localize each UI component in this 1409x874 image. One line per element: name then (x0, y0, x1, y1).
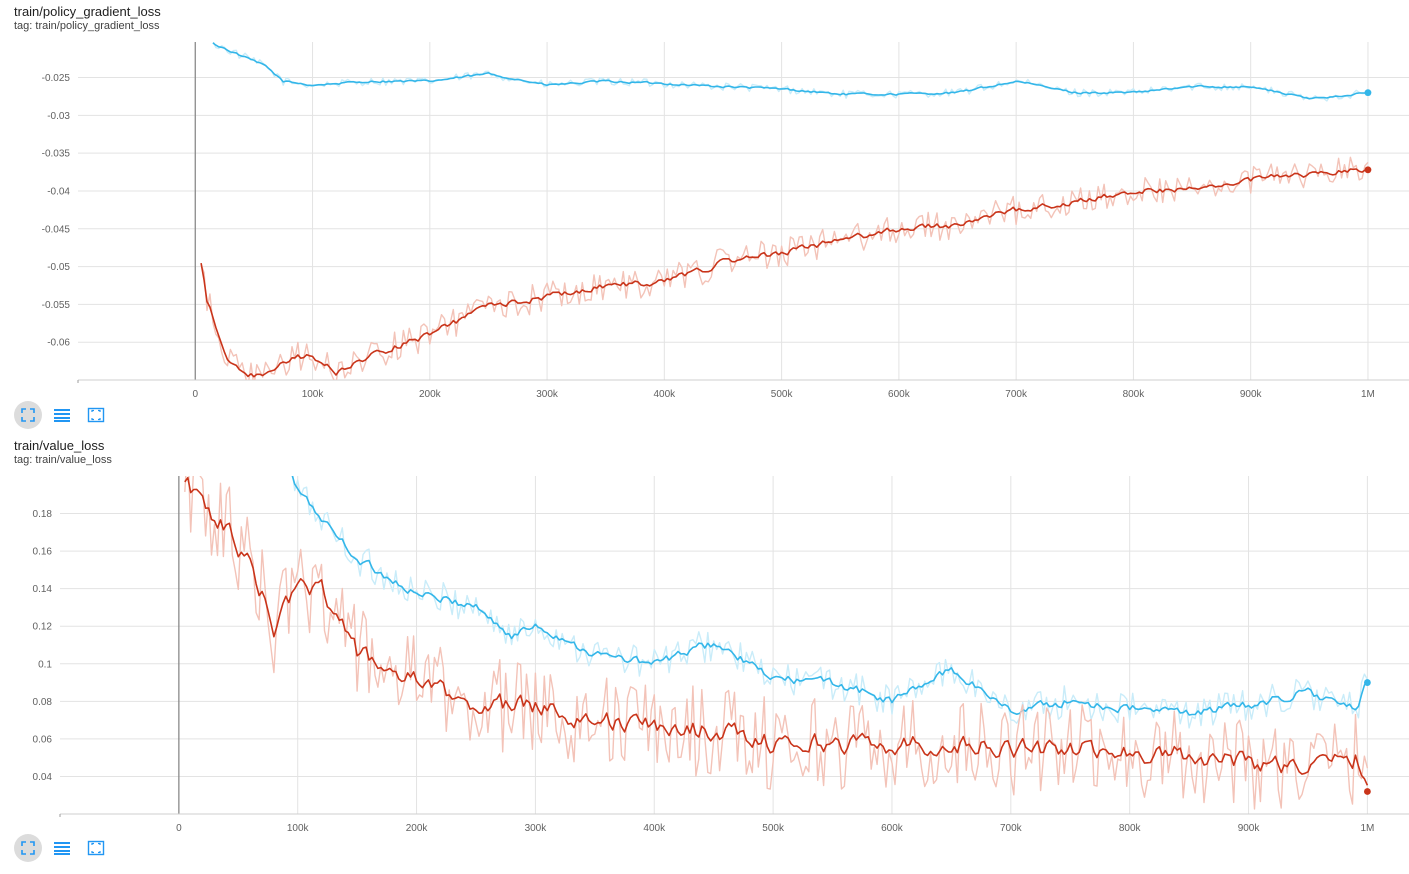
series-endpoint-blue[interactable] (1364, 679, 1371, 686)
toggle-selection-button[interactable] (82, 834, 110, 862)
series-group (184, 476, 1369, 810)
series-endpoint-red[interactable] (1364, 788, 1371, 795)
x-tick-label: 600k (888, 389, 911, 400)
y-tick-label: -0.05 (47, 262, 70, 273)
x-tick-label: 300k (525, 823, 548, 834)
chart-tag: tag: train/policy_gradient_loss (14, 20, 160, 32)
toggle-selection-icon (87, 840, 105, 856)
y-tick-label: -0.03 (47, 111, 70, 122)
x-tick-label: 1M (1361, 389, 1375, 400)
chart-card-policy-gradient-loss: train/policy_gradient_loss tag: train/po… (0, 0, 1409, 436)
y-tick-label: -0.025 (42, 73, 71, 84)
x-tick-label: 500k (771, 389, 794, 400)
series-line-blue (291, 476, 1369, 716)
series-line-red (184, 476, 1369, 786)
x-tick-label: 0 (176, 823, 182, 834)
fit-domain-button[interactable] (14, 834, 42, 862)
y-tick-label: -0.045 (42, 224, 71, 235)
chart-tag: tag: train/value_loss (14, 454, 112, 466)
y-tick-label: 0.16 (33, 547, 53, 558)
x-tick-label: 700k (1005, 389, 1028, 400)
y-tick-label: -0.055 (42, 300, 71, 311)
x-tick-label: 100k (302, 389, 325, 400)
series-line-raw-blue (212, 42, 1369, 102)
y-tick-label: 0.14 (33, 584, 53, 595)
y-tick-label: 0.04 (33, 772, 53, 783)
fit-domain-button[interactable] (14, 401, 42, 429)
x-tick-label: 0 (192, 389, 198, 400)
series-line-raw-red (200, 156, 1369, 380)
x-tick-label: 800k (1119, 823, 1142, 834)
x-tick-label: 100k (287, 823, 310, 834)
toggle-y-log-button[interactable] (48, 834, 76, 862)
x-tick-label: 200k (419, 389, 442, 400)
chart-title: train/policy_gradient_loss (14, 4, 161, 19)
toggle-y-log-icon (54, 409, 70, 422)
x-tick-label: 400k (643, 823, 666, 834)
x-tick-label: 900k (1240, 389, 1263, 400)
grid-lines (60, 476, 1409, 814)
y-tick-label: -0.035 (42, 149, 71, 160)
chart-card-value-loss: train/value_loss tag: train/value_loss 0… (0, 436, 1409, 874)
y-tick-label: -0.06 (47, 338, 70, 349)
series-line-raw-red (184, 476, 1369, 810)
toggle-y-log-icon (54, 842, 70, 855)
series-line-raw-blue (292, 476, 1369, 729)
series-endpoint-blue[interactable] (1364, 89, 1372, 97)
x-tick-label: 400k (653, 389, 676, 400)
y-tick-label: 0.1 (38, 659, 52, 670)
chart-toolbar (14, 401, 110, 429)
grid-lines (78, 42, 1409, 380)
x-tick-label: 500k (762, 823, 785, 834)
toggle-y-log-button[interactable] (48, 401, 76, 429)
series-line-red (200, 167, 1369, 378)
y-tick-label: 0.08 (33, 697, 53, 708)
y-tick-label: 0.12 (33, 622, 53, 633)
toggle-selection-button[interactable] (82, 401, 110, 429)
line-chart[interactable]: 0.18 0.16 0.14 0.12 0.1 0.08 0.06 0.04 0 100k 200k… (0, 436, 1409, 838)
x-tick-label: 200k (406, 823, 429, 834)
series-line-blue (212, 42, 1369, 100)
x-tick-label: 1M (1360, 823, 1374, 834)
x-tick-label: 900k (1238, 823, 1261, 834)
x-tick-label: 300k (536, 389, 559, 400)
chart-toolbar (14, 834, 110, 862)
x-tick-label: 700k (1000, 823, 1023, 834)
fit-domain-icon (21, 408, 35, 422)
line-chart[interactable]: -0.025 -0.03 -0.035 -0.04 -0.045 -0.05 -0.055 -… (0, 0, 1409, 404)
y-tick-label: 0.06 (33, 734, 53, 745)
y-tick-label: 0.18 (33, 509, 53, 520)
fit-domain-icon (21, 841, 35, 855)
toggle-selection-icon (87, 407, 105, 423)
y-tick-label: -0.04 (47, 186, 70, 197)
series-endpoint-red[interactable] (1364, 166, 1372, 174)
series-group (200, 42, 1369, 380)
x-tick-label: 800k (1123, 389, 1146, 400)
chart-title: train/value_loss (14, 438, 105, 453)
x-tick-label: 600k (881, 823, 904, 834)
